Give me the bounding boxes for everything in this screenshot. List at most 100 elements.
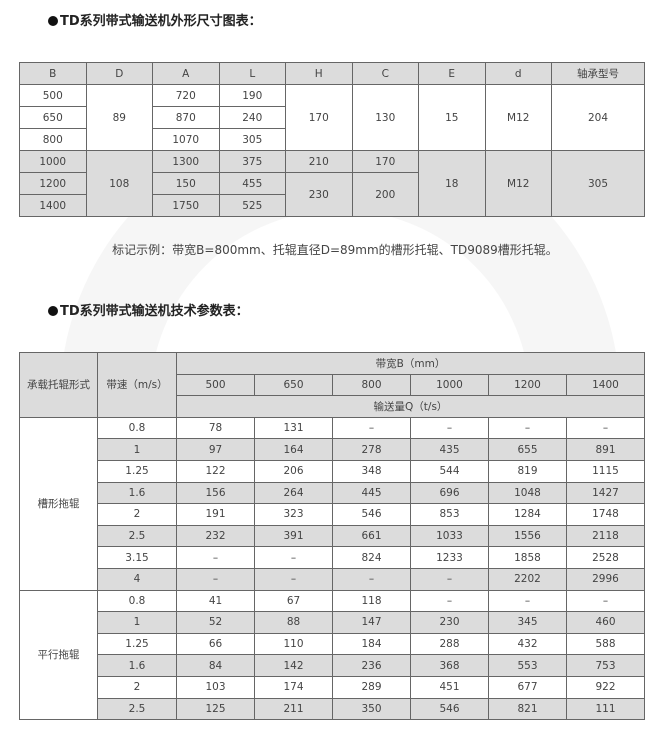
flow-cell: 1115 [566, 459, 645, 483]
table-row: 1.6 84 142 236 368 553 753 [20, 654, 645, 677]
flow-cell: 891 [566, 438, 645, 461]
flow-cell: 588 [566, 632, 645, 656]
flow-cell: 184 [332, 632, 411, 656]
flow-cell: 1858 [488, 546, 567, 569]
cell: 1200 [19, 172, 87, 195]
speed-cell: 0.8 [97, 416, 177, 440]
cell: 190 [218, 84, 286, 107]
cell: 170 [351, 150, 419, 173]
table-row: 2 103 174 289 451 677 922 [20, 675, 645, 699]
flow-cell: – [410, 567, 489, 591]
speed-cell: 2 [97, 675, 177, 699]
table-row: 槽形拖辊 0.8 78 131– – – – [19, 416, 645, 591]
header-cell: B [19, 62, 87, 85]
cell: 1400 [19, 194, 87, 217]
flow-cell: 131 [254, 416, 333, 440]
cell: 200 [351, 172, 419, 217]
speed-cell: 2.5 [97, 524, 177, 548]
group-label-cell: 槽形拖辊 [19, 416, 98, 591]
speed-cell: 1.25 [97, 632, 177, 656]
flow-cell: – [488, 416, 567, 440]
flow-cell: 1748 [566, 503, 645, 526]
flow-cell: 824 [332, 546, 411, 569]
flow-cell: 156 [176, 481, 255, 505]
speed-cell: 1 [97, 438, 177, 461]
flow-cell: 391 [254, 524, 333, 548]
flow-cell: 432 [488, 632, 567, 656]
cell: 650 [19, 106, 87, 129]
flow-cell: 2118 [566, 524, 645, 548]
table-row: 1 97 164 278 435 655 891 [20, 438, 645, 461]
flow-cell: 122 [176, 459, 255, 483]
bullet-icon [48, 16, 58, 26]
flow-cell: 211 [254, 697, 333, 721]
flow-cell: 278 [332, 438, 411, 461]
flow-cell: 368 [410, 654, 489, 677]
header-cell: D [85, 62, 153, 85]
cell: 89 [85, 84, 153, 151]
flow-cell: 348 [332, 459, 411, 483]
flow-cell: 142 [254, 654, 333, 677]
flow-cell: – [566, 416, 645, 440]
flow-cell: – [254, 546, 333, 569]
flow-cell: 696 [410, 481, 489, 505]
cell: 1300 [152, 150, 220, 173]
flow-cell: – [176, 567, 255, 591]
flow-cell: 546 [332, 503, 411, 526]
header-width: 带宽B（mm） [176, 352, 645, 375]
speed-cell: 4 [97, 567, 177, 591]
table-header-row: 承载托辊形式 带速（m/s） 带宽B（mm） [19, 352, 645, 418]
cell: 455 [218, 172, 286, 195]
flow-cell: 2202 [488, 567, 567, 591]
flow-cell: 922 [566, 675, 645, 699]
param-table: 承载托辊形式 带速（m/s） 带宽B（mm） 500 650 800 1000 1200… [19, 352, 645, 721]
table-row: 1 52 88 147 230 345 460 [20, 611, 645, 634]
table-row: 2.5 232 391 661 1033 1556 2118 [20, 524, 645, 548]
flow-cell: 147 [332, 611, 411, 634]
bullet-icon [48, 306, 58, 316]
cell: 800 [19, 128, 87, 151]
header-cell: L [218, 62, 286, 85]
flow-cell: 323 [254, 503, 333, 526]
header-type: 承载托辊形式 [19, 352, 98, 418]
flow-cell: 191 [176, 503, 255, 526]
header-cell: C [351, 62, 419, 85]
flow-cell: 435 [410, 438, 489, 461]
cell: 305 [218, 128, 286, 151]
table-row: 1000 108 1300 375 210 170 18 M12 305 [19, 150, 645, 217]
flow-cell: 753 [566, 654, 645, 677]
speed-cell: 2.5 [97, 697, 177, 721]
cell: 230 [285, 172, 353, 217]
flow-cell: – [332, 567, 411, 591]
flow-cell: 230 [410, 611, 489, 634]
flow-cell: 103 [176, 675, 255, 699]
flow-cell: 655 [488, 438, 567, 461]
header-speed: 带速（m/s） [97, 352, 177, 418]
flow-cell: – [410, 589, 489, 613]
flow-cell: 232 [176, 524, 255, 548]
table-row: 3.15– –824 1233 1858 2528 [20, 546, 645, 569]
cell: 870 [152, 106, 220, 129]
flow-cell: 84 [176, 654, 255, 677]
cell: 240 [218, 106, 286, 129]
cell: 500 [19, 84, 87, 107]
table-row: 800 1070 305 [19, 128, 645, 151]
table-row: 500 89 720 190 170 130 15 M12 204 [19, 84, 645, 151]
table-row: 2.5 125 211 350 546 821 111 [20, 697, 645, 721]
dimension-title-text: TD系列带式输送机外形尺寸图表： [60, 14, 262, 29]
header-width-cell: 1200 [488, 373, 567, 397]
cell: 375 [218, 150, 286, 173]
header-width-cell: 1400 [566, 373, 645, 397]
param-title-text: TD系列带式输送机技术参数表： [60, 304, 249, 319]
flow-cell: – [488, 589, 567, 613]
flow-cell: 1048 [488, 481, 567, 505]
cell: 1070 [152, 128, 220, 151]
flow-cell: 445 [332, 481, 411, 505]
param-title: TD系列带式输送机技术参数表： [48, 300, 249, 319]
flow-cell: 544 [410, 459, 489, 483]
flow-cell: 236 [332, 654, 411, 677]
speed-cell: 1 [97, 611, 177, 634]
flow-cell: 2996 [566, 567, 645, 591]
flow-cell: 66 [176, 632, 255, 656]
